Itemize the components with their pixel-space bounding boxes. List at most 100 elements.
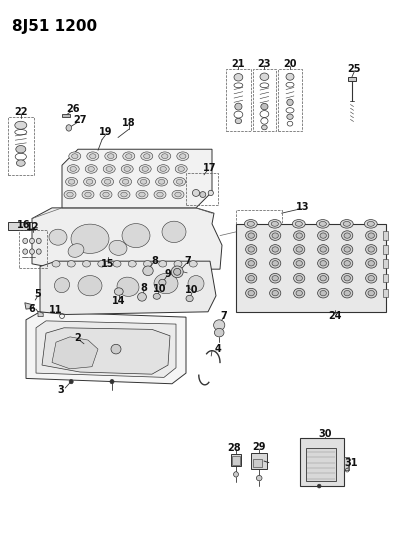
Ellipse shape — [214, 328, 224, 337]
Ellipse shape — [261, 237, 267, 244]
Bar — [253, 459, 262, 467]
Ellipse shape — [246, 288, 257, 298]
Ellipse shape — [368, 276, 374, 281]
Ellipse shape — [247, 222, 254, 227]
Ellipse shape — [64, 190, 76, 199]
Ellipse shape — [368, 261, 374, 266]
Ellipse shape — [188, 276, 204, 292]
Ellipse shape — [366, 231, 377, 240]
Text: 29: 29 — [252, 442, 266, 451]
Bar — [236, 210, 282, 254]
Ellipse shape — [175, 165, 187, 173]
Ellipse shape — [235, 103, 242, 110]
Bar — [383, 274, 388, 282]
Text: 24: 24 — [328, 311, 342, 320]
Bar — [253, 69, 276, 131]
Bar — [383, 231, 388, 240]
Ellipse shape — [261, 103, 268, 110]
Ellipse shape — [176, 179, 183, 184]
Bar — [383, 245, 388, 254]
Ellipse shape — [368, 290, 374, 296]
Ellipse shape — [70, 166, 76, 172]
Ellipse shape — [248, 276, 254, 281]
Ellipse shape — [136, 190, 148, 199]
Ellipse shape — [98, 261, 106, 267]
Ellipse shape — [88, 166, 94, 172]
Text: 11: 11 — [48, 305, 62, 315]
Ellipse shape — [234, 472, 238, 477]
Ellipse shape — [252, 245, 258, 251]
Ellipse shape — [67, 261, 75, 267]
Ellipse shape — [180, 154, 186, 159]
Ellipse shape — [261, 245, 267, 251]
Ellipse shape — [270, 259, 281, 268]
Ellipse shape — [294, 288, 305, 298]
Ellipse shape — [342, 288, 353, 298]
Ellipse shape — [159, 152, 171, 160]
Bar — [8, 222, 32, 230]
Ellipse shape — [368, 247, 374, 252]
Bar — [278, 69, 302, 131]
Ellipse shape — [246, 245, 257, 254]
Ellipse shape — [159, 279, 166, 286]
Ellipse shape — [344, 276, 350, 281]
Ellipse shape — [248, 261, 254, 266]
Ellipse shape — [344, 261, 350, 266]
Polygon shape — [32, 208, 222, 269]
Ellipse shape — [36, 238, 41, 244]
Ellipse shape — [252, 237, 258, 244]
Ellipse shape — [120, 177, 132, 186]
Ellipse shape — [103, 165, 115, 173]
Ellipse shape — [340, 220, 353, 228]
Ellipse shape — [248, 290, 254, 296]
Ellipse shape — [30, 249, 34, 254]
Text: 30: 30 — [318, 430, 332, 439]
Ellipse shape — [246, 231, 257, 240]
Ellipse shape — [366, 245, 377, 254]
Ellipse shape — [270, 288, 281, 298]
Bar — [383, 289, 388, 297]
Ellipse shape — [105, 152, 117, 160]
Text: 8: 8 — [140, 283, 148, 293]
Text: 18: 18 — [122, 118, 136, 127]
Ellipse shape — [272, 290, 278, 296]
Bar — [344, 457, 349, 470]
Ellipse shape — [138, 177, 150, 186]
Ellipse shape — [320, 247, 326, 252]
Ellipse shape — [271, 222, 278, 227]
Ellipse shape — [296, 276, 302, 281]
Ellipse shape — [342, 231, 353, 240]
Ellipse shape — [124, 166, 130, 172]
Polygon shape — [42, 328, 170, 374]
Ellipse shape — [90, 154, 96, 159]
Text: 16: 16 — [16, 220, 30, 230]
Text: 17: 17 — [203, 163, 216, 173]
Ellipse shape — [318, 231, 329, 240]
Ellipse shape — [153, 293, 160, 300]
Polygon shape — [25, 303, 34, 309]
Text: 3: 3 — [58, 385, 64, 395]
Ellipse shape — [138, 293, 146, 301]
Ellipse shape — [250, 224, 260, 232]
Bar — [300, 438, 344, 486]
Ellipse shape — [126, 154, 132, 159]
Text: 23: 23 — [258, 59, 271, 69]
Ellipse shape — [103, 192, 109, 197]
Ellipse shape — [49, 229, 67, 245]
Ellipse shape — [36, 249, 41, 254]
Ellipse shape — [235, 118, 242, 124]
Text: 5: 5 — [34, 289, 40, 299]
Ellipse shape — [16, 146, 26, 153]
Ellipse shape — [109, 240, 127, 255]
Ellipse shape — [54, 278, 70, 293]
Ellipse shape — [114, 288, 123, 295]
Bar — [62, 114, 70, 117]
Ellipse shape — [16, 160, 25, 166]
Ellipse shape — [144, 261, 152, 267]
Ellipse shape — [162, 154, 168, 159]
Ellipse shape — [292, 220, 305, 228]
Bar — [19, 230, 47, 268]
Ellipse shape — [23, 238, 28, 244]
Polygon shape — [62, 149, 212, 208]
Ellipse shape — [368, 233, 374, 238]
